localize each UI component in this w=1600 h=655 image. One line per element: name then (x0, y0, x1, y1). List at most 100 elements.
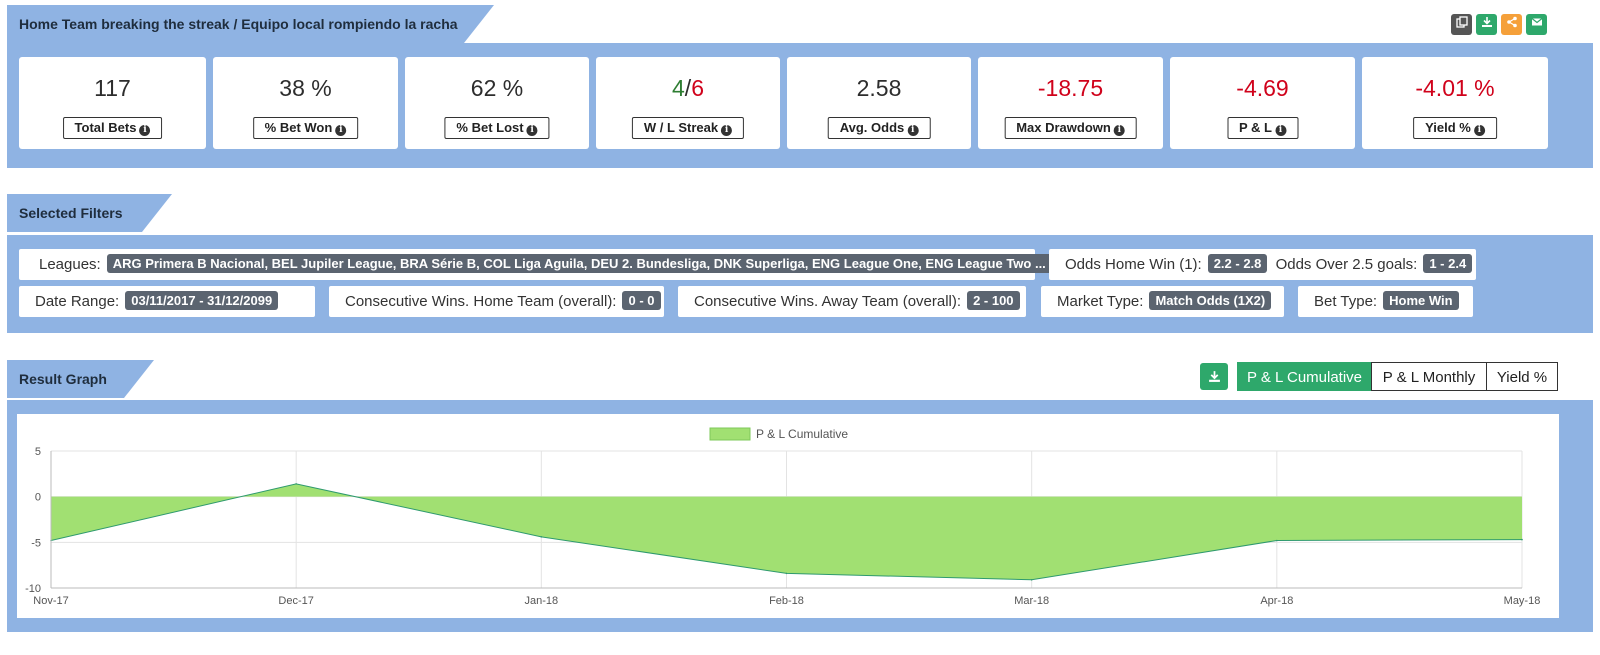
copy-icon[interactable] (1451, 14, 1472, 35)
data-point (1030, 578, 1033, 581)
y-tick-label: 5 (35, 446, 41, 458)
filter-cons-home-label: Consecutive Wins. Home Team (overall): (345, 293, 617, 310)
filter-leagues: Leagues: ARG Primera B Nacional, BEL Jupi… (19, 249, 1052, 280)
wl-streak-label-box[interactable]: W / L Streak i (631, 117, 745, 139)
legend-label: P & L Cumulative (756, 427, 848, 441)
x-tick-label: May-18 (1504, 595, 1541, 607)
stat-card-bet-won: 38 % % Bet Won i (213, 57, 398, 149)
filter-market-type-label: Market Type: (1057, 293, 1144, 310)
filter-market-type: Market Type: Match Odds (1X2) (1041, 286, 1284, 317)
graph-title: Result Graph (19, 371, 107, 387)
stat-card-avg-odds: 2.58 Avg. Odds i (787, 57, 971, 149)
total-bets-label: Total Bets (74, 120, 137, 135)
bet-won-value: 38 % (279, 75, 332, 101)
streak-separator: / (684, 75, 692, 101)
win-streak: 4 (672, 75, 685, 101)
bet-lost-label-box[interactable]: % Bet Lost i (444, 117, 550, 139)
legend-swatch (709, 427, 751, 441)
filters-panel: Leagues: ARG Primera B Nacional, BEL Jupi… (7, 235, 1593, 333)
data-point (1276, 539, 1278, 542)
bet-lost-label: % Bet Lost (456, 120, 524, 135)
data-point (785, 572, 788, 575)
info-icon[interactable]: i (335, 125, 347, 136)
filter-bet-type-label: Bet Type: (1314, 293, 1378, 310)
data-point (1521, 538, 1523, 541)
info-icon[interactable]: i (1275, 125, 1286, 136)
graph-panel: 5 0 -5 -10 Nov-17 Dec-17 Jan-18 Feb-18 Mar-18 Apr… (7, 400, 1593, 632)
total-bets-label-box[interactable]: Total Bets i (62, 117, 163, 139)
filter-leagues-value: ARG Primera B Nacional, BEL Jupiler Leag… (106, 254, 1052, 273)
filter-leagues-label: Leagues: (39, 256, 101, 273)
y-tick-label: -5 (31, 537, 41, 549)
x-tick-label: Dec-17 (278, 595, 313, 607)
stats-panel: 117 Total Bets i 38 % % Bet Won i 62 % % B… (7, 43, 1593, 168)
x-tick-label: Nov-17 (33, 595, 68, 607)
avg-odds-value: 2.58 (856, 75, 902, 101)
filter-market-type-value: Match Odds (1X2) (1149, 291, 1272, 310)
stat-card-yield: -4.01 % Yield % i (1362, 57, 1548, 149)
info-icon[interactable]: i (721, 125, 733, 136)
info-icon[interactable]: i (1113, 125, 1125, 136)
x-tick-label: Feb-18 (769, 595, 804, 607)
info-icon[interactable]: i (139, 125, 151, 136)
filter-odds: Odds Home Win (1): 2.2 - 2.8 Odds Over 2.… (1049, 249, 1476, 280)
pl-label: P & L (1239, 120, 1272, 135)
stat-card-bet-lost: 62 % % Bet Lost i (405, 57, 589, 149)
filter-date-range-value: 03/11/2017 - 31/12/2099 (125, 291, 279, 310)
filter-odds-home-value: 2.2 - 2.8 (1207, 254, 1268, 273)
tab-pl-monthly[interactable]: P & L Monthly (1371, 362, 1487, 391)
filter-bet-type-value: Home Win (1383, 291, 1459, 310)
x-tick-label: Mar-18 (1014, 595, 1049, 607)
info-icon[interactable]: i (1473, 125, 1485, 136)
yield-value: -4.01 % (1415, 75, 1495, 101)
bet-lost-value: 62 % (470, 75, 524, 101)
yield-label-box[interactable]: Yield % i (1413, 117, 1497, 139)
wl-streak-value: 4/6 (596, 75, 780, 102)
yield-label: Yield % (1425, 120, 1471, 135)
tab-pl-cumulative[interactable]: P & L Cumulative (1237, 362, 1372, 391)
max-drawdown-label: Max Drawdown (1016, 120, 1111, 135)
stat-card-wl-streak: 4/6 W / L Streak i (596, 57, 780, 149)
wl-streak-label: W / L Streak (643, 120, 719, 135)
info-icon[interactable]: i (526, 125, 538, 136)
filter-date-range: Date Range: 03/11/2017 - 31/12/2099 (19, 286, 315, 317)
avg-odds-label-box[interactable]: Avg. Odds i (827, 117, 931, 139)
max-drawdown-value: -18.75 (1037, 75, 1104, 101)
filters-title: Selected Filters (19, 205, 123, 221)
x-tick-label: Apr-18 (1260, 595, 1293, 607)
y-tick-label: 0 (35, 492, 41, 504)
download-icon (1208, 371, 1220, 382)
y-tick-label: -10 (25, 583, 41, 595)
info-icon[interactable]: i (907, 125, 919, 136)
data-point (295, 483, 297, 485)
filter-cons-home-value: 0 - 0 (622, 291, 661, 310)
loss-streak: 6 (691, 75, 704, 101)
avg-odds-label: Avg. Odds (839, 120, 905, 135)
max-drawdown-label-box[interactable]: Max Drawdown i (1004, 117, 1137, 139)
filter-odds-home-label: Odds Home Win (1): (1065, 256, 1202, 273)
filter-odds-over-value: 1 - 2.4 (1423, 254, 1473, 273)
filter-bet-type: Bet Type: Home Win (1298, 286, 1473, 317)
pl-value: -4.69 (1236, 75, 1289, 101)
chart-container: 5 0 -5 -10 Nov-17 Dec-17 Jan-18 Feb-18 Mar-18 Apr… (17, 414, 1559, 618)
download-icon[interactable] (1476, 14, 1497, 35)
filter-date-range-label: Date Range: (35, 293, 120, 310)
bet-won-label-box[interactable]: % Bet Won i (252, 117, 359, 139)
graph-download-button[interactable] (1200, 363, 1228, 390)
pl-cumulative-area (51, 483, 1522, 580)
filter-odds-over-label: Odds Over 2.5 goals: (1275, 256, 1418, 273)
page-title: Home Team breaking the streak / Equipo l… (19, 16, 458, 32)
filter-cons-away-label: Consecutive Wins. Away Team (overall): (694, 293, 962, 310)
share-icon[interactable] (1501, 14, 1522, 35)
x-tick-label: Jan-18 (525, 595, 559, 607)
total-bets-value: 117 (94, 75, 131, 101)
data-point (540, 536, 543, 538)
tab-yield[interactable]: Yield % (1486, 362, 1558, 391)
bet-won-label: % Bet Won (264, 120, 333, 135)
email-icon[interactable] (1526, 14, 1547, 35)
filter-cons-away-value: 2 - 100 (967, 291, 1020, 310)
stat-card-total-bets: 117 Total Bets i (19, 57, 206, 149)
